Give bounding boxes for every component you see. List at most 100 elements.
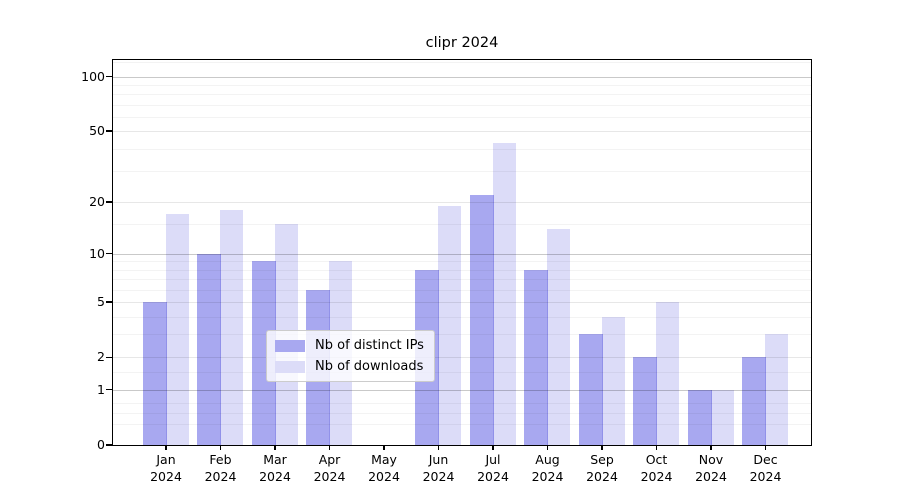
bar-nov-downloads <box>710 389 734 445</box>
x-tick-month: Jun <box>428 452 449 467</box>
legend-item-distinct-ips: Nb of distinct IPs <box>275 338 424 353</box>
x-tick-label-sep: Sep 2024 <box>570 452 634 485</box>
x-tick-label-feb: Feb 2024 <box>189 452 253 485</box>
x-tick-mark-jun <box>437 445 440 450</box>
x-tick-label-aug: Aug 2024 <box>516 452 580 485</box>
x-tick-mark-jul <box>492 445 494 450</box>
y-tick-label-50: 50 <box>89 123 105 139</box>
gridline-y-50 <box>113 131 811 133</box>
x-tick-year: 2024 <box>531 468 564 484</box>
x-tick-mark-feb <box>219 445 222 450</box>
bar-jul-ips <box>469 194 494 445</box>
y-tick-label-2: 2 <box>97 349 105 365</box>
gridline-y-120 <box>113 62 811 64</box>
x-tick-mark-sep <box>601 445 603 450</box>
gridline-y-20 <box>113 201 811 203</box>
x-tick-label-jun: Jun 2024 <box>407 452 471 485</box>
bar-sep-downloads <box>601 316 625 445</box>
y-tick-mark-1 <box>106 389 112 391</box>
x-tick-month: May <box>371 452 397 467</box>
legend-label-downloads: Nb of downloads <box>315 359 424 374</box>
gridline-y-15 <box>113 223 811 225</box>
x-tick-month: Nov <box>698 452 724 467</box>
gridline-y-10 <box>113 253 811 255</box>
x-tick-year: 2024 <box>695 468 727 484</box>
bar-dec-ips <box>742 357 766 445</box>
x-tick-label-may: May 2024 <box>352 452 416 485</box>
gridline-y-9 <box>113 261 811 263</box>
x-tick-label-jan: Jan 2024 <box>134 452 198 485</box>
x-tick-label-apr: Apr 2024 <box>298 452 362 485</box>
plot-area <box>113 60 811 445</box>
bar-jan-ips <box>142 301 167 445</box>
y-tick-label-0: 0 <box>97 437 105 452</box>
x-tick-mark-dec <box>764 445 767 450</box>
y-tick-label-1: 1 <box>97 381 105 397</box>
x-tick-year: 2024 <box>640 468 673 484</box>
legend-swatch-distinct-ips <box>275 339 305 352</box>
gridline-y-2 <box>113 357 811 359</box>
bar-feb-downloads <box>220 209 243 445</box>
bar-oct-downloads <box>656 301 679 445</box>
y-tick-mark-5 <box>106 301 112 303</box>
y-tick-mark-20 <box>106 201 112 203</box>
bar-nov-ips <box>687 389 712 445</box>
bar-feb-ips <box>197 253 221 445</box>
gridline-y-8 <box>113 269 811 271</box>
gridline-y-70 <box>113 104 811 106</box>
bar-aug-downloads <box>547 228 570 445</box>
x-tick-month: Apr <box>318 452 341 467</box>
gridline-y-0.5 <box>113 412 811 414</box>
x-tick-mark-nov <box>710 445 712 450</box>
x-tick-month: Feb <box>209 452 232 467</box>
x-tick-year: 2024 <box>422 468 455 484</box>
x-tick-month: Oct <box>645 452 668 467</box>
y-tick-mark-2 <box>106 356 112 358</box>
x-tick-mark-aug <box>546 445 549 450</box>
y-tick-mark-10 <box>106 252 112 255</box>
y-tick-label-100: 100 <box>81 68 105 84</box>
x-tick-year: 2024 <box>586 468 618 484</box>
gridline-y-0.7 <box>113 402 811 404</box>
x-tick-year: 2024 <box>477 468 509 484</box>
gridline-y-90 <box>113 84 811 86</box>
gridline-y-100 <box>113 76 811 78</box>
x-tick-mark-may <box>383 445 385 450</box>
legend-label-distinct-ips: Nb of distinct IPs <box>315 338 424 353</box>
x-tick-label-jul: Jul 2024 <box>461 452 525 485</box>
bar-oct-ips <box>633 357 657 445</box>
gridline-y-3 <box>113 334 811 336</box>
x-tick-year: 2024 <box>150 468 182 484</box>
legend: Nb of distinct IPs Nb of downloads <box>266 330 435 382</box>
bar-jun-downloads <box>438 205 461 445</box>
bar-aug-ips <box>524 269 548 445</box>
x-tick-mark-jan <box>165 445 167 450</box>
x-tick-year: 2024 <box>313 468 346 484</box>
x-tick-label-dec: Dec 2024 <box>734 452 798 485</box>
bar-jul-downloads <box>492 142 516 445</box>
gridline-y-4 <box>113 316 811 318</box>
x-tick-month: Jan <box>156 452 176 467</box>
gridline-y-7 <box>113 279 811 280</box>
x-tick-mark-apr <box>328 445 331 450</box>
bar-sep-ips <box>578 334 603 445</box>
x-tick-month: Jul <box>485 452 501 467</box>
gridline-y-40 <box>113 148 811 150</box>
gridline-y-0.3 <box>113 424 811 426</box>
x-tick-month: Dec <box>753 452 778 467</box>
y-tick-mark-50 <box>106 130 112 132</box>
gridline-y-80 <box>113 94 811 96</box>
y-tick-mark-0 <box>106 444 112 446</box>
x-tick-label-oct: Oct 2024 <box>625 452 689 485</box>
legend-swatch-downloads <box>275 360 305 373</box>
bar-jan-downloads <box>165 214 189 445</box>
legend-item-downloads: Nb of downloads <box>275 359 424 374</box>
x-tick-year: 2024 <box>204 468 237 484</box>
x-tick-mark-mar <box>274 445 276 450</box>
x-tick-year: 2024 <box>259 468 291 484</box>
y-tick-mark-100 <box>106 75 112 78</box>
x-tick-year: 2024 <box>749 468 782 484</box>
x-tick-month: Aug <box>535 452 560 467</box>
x-tick-month: Mar <box>263 452 287 467</box>
